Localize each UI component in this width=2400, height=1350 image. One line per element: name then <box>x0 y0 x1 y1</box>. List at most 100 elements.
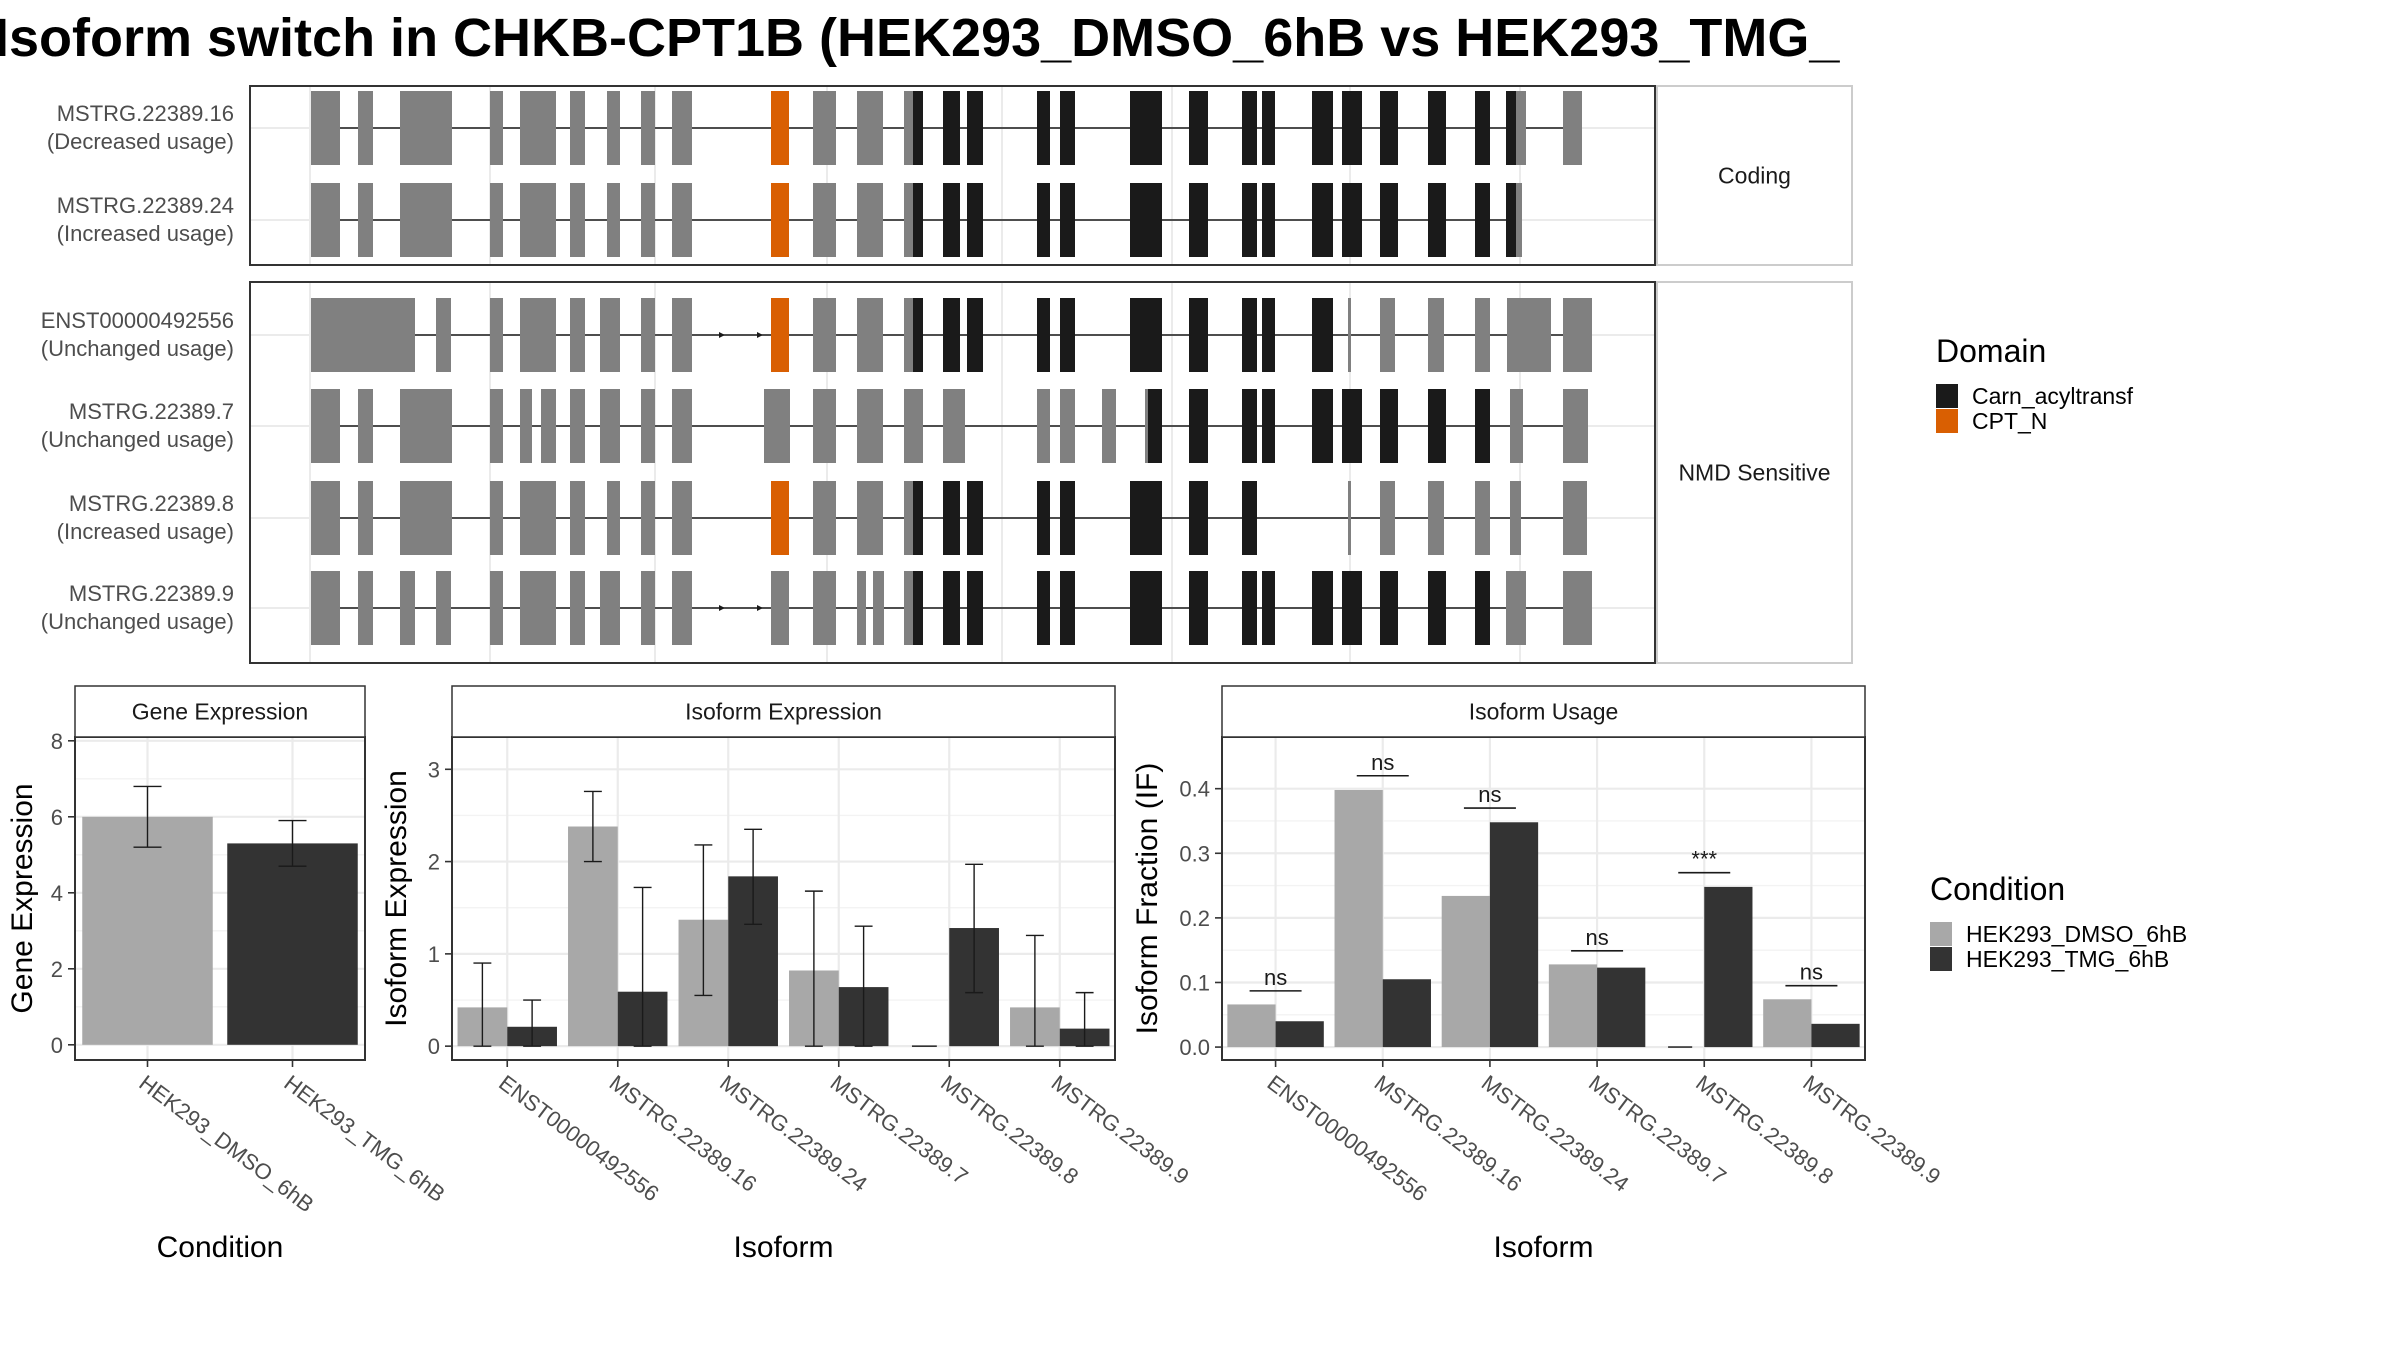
exon-block <box>1348 481 1351 555</box>
exon-block <box>1130 91 1162 165</box>
exon-block <box>967 571 983 645</box>
exon-block <box>1060 91 1075 165</box>
exon-block <box>967 298 983 372</box>
exon-block <box>672 183 692 257</box>
data-bar <box>82 816 213 1045</box>
exon-block <box>1242 571 1257 645</box>
exon-block <box>672 298 692 372</box>
exon-block <box>600 298 620 372</box>
exon-block <box>641 183 655 257</box>
plot-strip <box>451 685 1116 738</box>
significance-label: *** <box>1691 847 1717 872</box>
exon-block <box>1148 389 1162 463</box>
exon-block <box>1342 571 1362 645</box>
exon-block <box>1380 183 1398 257</box>
exon-block <box>1262 183 1275 257</box>
exon-block <box>813 389 836 463</box>
exon-block <box>1312 298 1333 372</box>
exon-block <box>857 91 883 165</box>
exon-block <box>358 183 373 257</box>
y-tick-label: 0.1 <box>1179 970 1210 995</box>
exon-block <box>857 389 883 463</box>
exon-block <box>1475 298 1490 372</box>
exon-block <box>1506 183 1516 257</box>
isoform-name-label: ENST00000492556 <box>41 308 234 333</box>
exon-block <box>1563 389 1588 463</box>
exon-block <box>913 571 923 645</box>
exon-block <box>1130 298 1162 372</box>
exon-block <box>570 389 585 463</box>
exon-block <box>904 571 913 645</box>
exon-block <box>641 571 655 645</box>
exon-block <box>672 571 692 645</box>
gene-structure-panel: MSTRG.22389.16 (Decreased usage) MSTRG.223… <box>41 85 1853 664</box>
exon-block <box>570 571 585 645</box>
exon-block <box>1060 298 1075 372</box>
exon-block <box>1428 389 1446 463</box>
exon-block <box>1145 389 1148 463</box>
isoform-usage-label: (Increased usage) <box>57 519 234 544</box>
data-bar <box>1275 1021 1324 1048</box>
exon-block <box>1242 91 1257 165</box>
bar-panels: Gene Expression02468HEK293_DMSO_6hBHEK29… <box>6 685 1945 1264</box>
exon-block <box>1475 91 1490 165</box>
exon-block <box>1516 183 1522 257</box>
exon-block <box>1348 298 1351 372</box>
exon-block <box>1380 389 1398 463</box>
y-tick-label: 4 <box>51 881 63 906</box>
facet-strip-label: Coding <box>1718 163 1791 189</box>
exon-block <box>904 481 913 555</box>
exon-block <box>672 389 692 463</box>
exon-block <box>873 571 884 645</box>
exon-block <box>1510 481 1521 555</box>
isoform-name-label: MSTRG.22389.24 <box>57 193 234 218</box>
exon-block <box>520 571 556 645</box>
isoform-name-label: MSTRG.22389.8 <box>69 491 234 516</box>
exon-block <box>311 571 340 645</box>
exon-block <box>1189 481 1208 555</box>
exon-block <box>672 91 692 165</box>
exon-block <box>672 481 692 555</box>
exon-block <box>1242 389 1257 463</box>
exon-block <box>1510 389 1523 463</box>
legend-title: Domain <box>1936 333 2046 369</box>
strand-arrow <box>757 605 763 611</box>
x-axis-title: Condition <box>157 1231 284 1264</box>
significance-label: ns <box>1371 750 1394 775</box>
y-tick-label: 0.3 <box>1179 841 1210 866</box>
legend-swatch <box>1936 409 1958 433</box>
exon-block <box>1380 91 1398 165</box>
strand-arrow <box>757 332 763 338</box>
plot-strip <box>74 685 366 738</box>
data-bar <box>227 843 358 1045</box>
exon-block <box>967 183 983 257</box>
exon-block <box>904 389 923 463</box>
exon-block <box>1312 183 1333 257</box>
exon-block <box>358 91 373 165</box>
exon-block <box>400 91 452 165</box>
exon-block <box>913 481 923 555</box>
exon-block <box>311 183 340 257</box>
exon-block <box>1189 571 1208 645</box>
exon-block <box>541 389 556 463</box>
data-bar <box>1227 1004 1276 1048</box>
legend-swatch <box>1936 384 1958 408</box>
exon-block <box>358 481 373 555</box>
exon-block <box>1060 571 1075 645</box>
exon-block <box>1563 91 1582 165</box>
facet-strip-label: NMD Sensitive <box>1678 460 1830 486</box>
data-bar <box>1597 967 1646 1048</box>
exon-block <box>1428 481 1444 555</box>
exon-block <box>1312 571 1333 645</box>
y-tick-label: 6 <box>51 805 63 830</box>
figure-title: Isoform switch in CHKB-CPT1B (HEK293_DMS… <box>0 8 1840 68</box>
exon-block <box>570 183 585 257</box>
exon-block <box>520 298 556 372</box>
isoform-usage-label: (Unchanged usage) <box>41 427 234 452</box>
x-axis-title: Isoform <box>1493 1231 1593 1264</box>
exon-block <box>857 298 883 372</box>
isoform-name-label: MSTRG.22389.9 <box>69 581 234 606</box>
exon-block <box>1060 389 1075 463</box>
exon-block <box>813 298 836 372</box>
